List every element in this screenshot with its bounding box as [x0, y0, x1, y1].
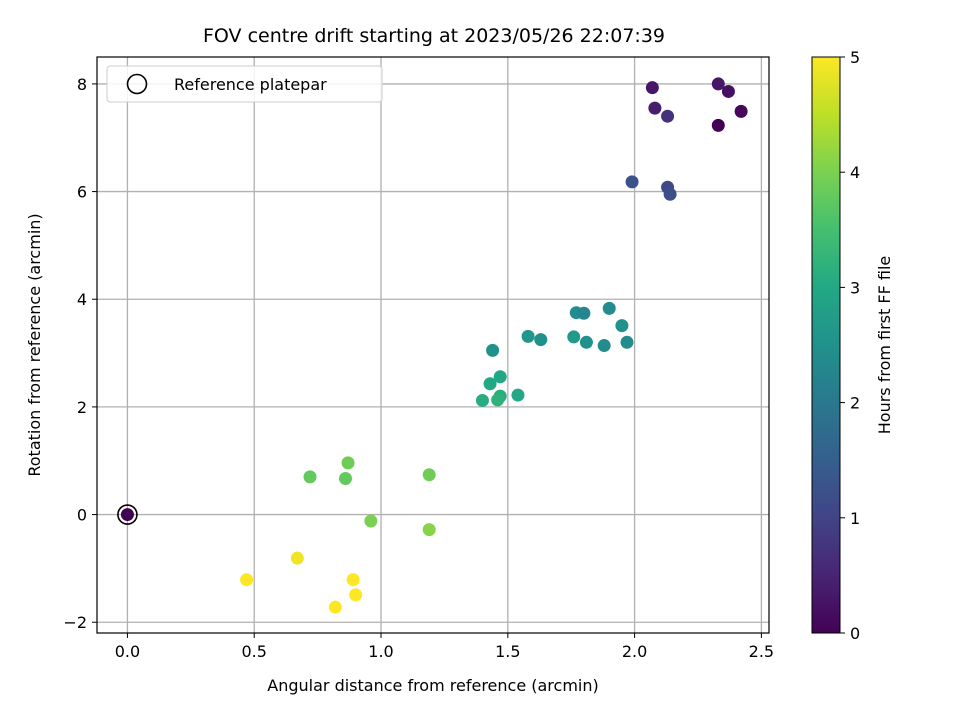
colorbar-tick-label: 0 — [850, 624, 860, 643]
data-point — [579, 335, 593, 349]
reference-marker — [117, 504, 138, 525]
legend-entry: Reference platepar — [174, 75, 327, 94]
x-tick-label: 1.5 — [495, 642, 520, 661]
x-axis-label: Angular distance from reference (arcmin) — [267, 676, 598, 695]
colorbar-tick-label: 3 — [850, 278, 860, 297]
data-point — [625, 175, 639, 189]
colorbar-ticks: 0 1 2 3 4 5 — [840, 48, 860, 643]
legend-box — [106, 65, 383, 103]
data-point — [493, 370, 507, 384]
data-point — [475, 393, 489, 407]
x-tick-label: 1.0 — [368, 642, 393, 661]
data-point — [486, 343, 500, 357]
reference-ring — [117, 504, 138, 525]
data-point — [290, 551, 304, 565]
x-tick-label: 0.5 — [241, 642, 266, 661]
y-tick-label: 2 — [77, 398, 87, 417]
y-tick-label: −2 — [63, 613, 87, 632]
data-point — [577, 306, 591, 320]
data-point — [422, 468, 436, 482]
y-axis-ticks: −2 0 2 4 6 8 — [63, 75, 97, 632]
data-point — [240, 573, 254, 587]
legend-marker-open-circle — [126, 73, 148, 95]
data-point — [328, 600, 342, 614]
data-point — [597, 339, 611, 353]
data-point — [711, 77, 725, 91]
y-tick-label: 0 — [77, 506, 87, 525]
data-point — [346, 573, 360, 587]
data-point — [645, 81, 659, 95]
data-point — [339, 472, 353, 486]
colorbar-tick-label: 4 — [850, 163, 860, 182]
data-point — [648, 101, 662, 115]
data-point — [661, 109, 675, 123]
data-point — [721, 84, 735, 98]
reference-point — [120, 508, 134, 522]
x-axis-ticks: 0.0 0.5 1.0 1.5 2.0 2.5 — [115, 633, 774, 661]
data-point — [602, 301, 616, 315]
data-point — [620, 335, 634, 349]
colorbar-gradient — [811, 56, 841, 634]
y-tick-label: 6 — [77, 183, 87, 202]
colorbar-label: Hours from first FF file — [875, 256, 894, 435]
data-point — [483, 377, 497, 391]
colorbar-tick-label: 1 — [850, 509, 860, 528]
data-points — [240, 77, 748, 614]
data-point — [364, 514, 378, 528]
data-point — [303, 470, 317, 484]
colorbar: 0 1 2 3 4 5 Hours from first FF file — [811, 48, 894, 643]
data-point — [511, 388, 525, 402]
data-point — [567, 330, 581, 344]
data-point — [491, 393, 505, 407]
data-point — [534, 333, 548, 347]
data-point — [521, 329, 535, 343]
legend: Reference platepar — [106, 65, 383, 103]
data-point — [734, 104, 748, 118]
colorbar-tick-label: 2 — [850, 394, 860, 413]
x-tick-label: 2.5 — [749, 642, 774, 661]
grid — [97, 57, 769, 633]
plot-frame — [96, 56, 770, 634]
x-tick-label: 2.0 — [622, 642, 647, 661]
data-point — [663, 187, 677, 201]
data-point — [341, 456, 355, 470]
data-point — [422, 523, 436, 537]
y-tick-label: 8 — [77, 75, 87, 94]
data-point — [711, 118, 725, 132]
chart-title: FOV centre drift starting at 2023/05/26 … — [203, 25, 665, 47]
y-tick-label: 4 — [77, 290, 87, 309]
y-axis-label: Rotation from reference (arcmin) — [25, 213, 44, 476]
x-tick-label: 0.0 — [115, 642, 140, 661]
data-point — [349, 588, 363, 602]
colorbar-tick-label: 5 — [850, 48, 860, 67]
data-point — [615, 319, 629, 333]
